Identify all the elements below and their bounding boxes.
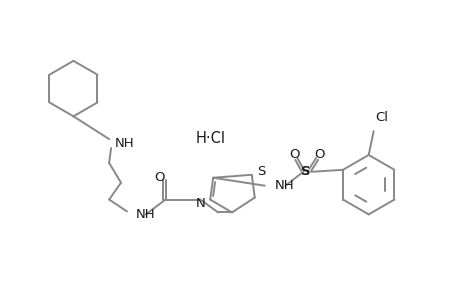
Text: NH: NH: [135, 208, 155, 221]
Text: S: S: [256, 165, 264, 178]
Text: N: N: [195, 197, 205, 210]
Text: O: O: [289, 148, 299, 161]
Text: NH: NH: [115, 136, 134, 150]
Text: NH: NH: [274, 179, 294, 192]
Text: S: S: [301, 165, 310, 178]
Text: H·Cl: H·Cl: [195, 130, 225, 146]
Text: O: O: [313, 148, 324, 161]
Text: Cl: Cl: [375, 111, 388, 124]
Text: O: O: [154, 171, 164, 184]
